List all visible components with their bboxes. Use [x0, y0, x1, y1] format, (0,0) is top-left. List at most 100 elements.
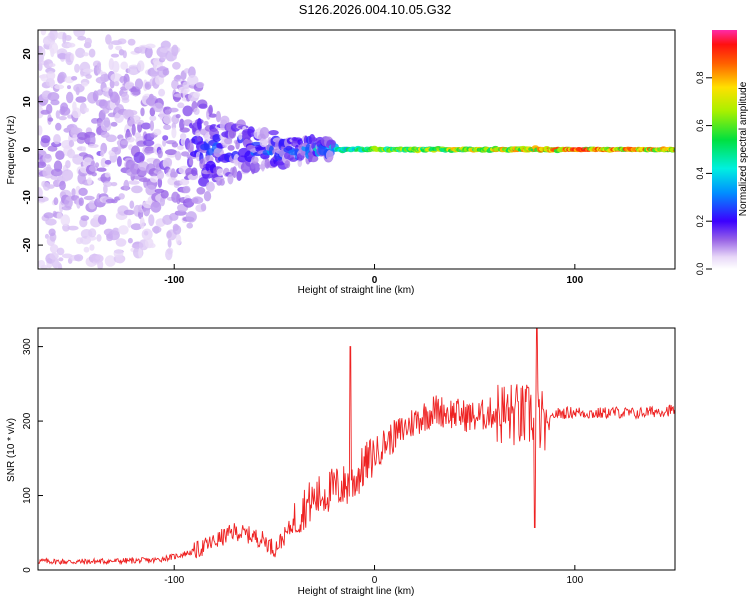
- heatmap-cell: [175, 114, 181, 119]
- heatmap-cell: [53, 197, 59, 206]
- colorbar-label: Normalized spectral amplitude: [738, 81, 749, 216]
- heatmap-cell: [208, 113, 218, 118]
- y-tick-label: 20: [22, 48, 33, 60]
- heatmap-cell: [71, 107, 82, 119]
- heatmap-cell: [59, 106, 71, 116]
- heatmap-cell: [219, 178, 225, 186]
- heatmap-cell: [118, 193, 125, 200]
- heatmap-cell: [46, 71, 56, 81]
- heatmap-cell: [259, 137, 268, 148]
- heatmap-cell: [193, 107, 200, 115]
- heatmap-marks: [38, 30, 675, 269]
- heatmap-cell: [81, 81, 89, 87]
- bottom-x-ticks: -100 0 100: [164, 565, 584, 586]
- heatmap-cell: [83, 246, 90, 253]
- heatmap-cell: [114, 112, 124, 123]
- heatmap-cell: [94, 162, 100, 168]
- heatmap-cell: [149, 115, 157, 122]
- heatmap-cell: [171, 79, 179, 90]
- heatmap-cell: [198, 103, 208, 109]
- heatmap-cell: [91, 172, 97, 177]
- colorbar-tick-label: 0.0: [695, 263, 705, 276]
- heatmap-cell: [152, 226, 162, 234]
- heatmap-cell: [111, 60, 120, 73]
- heatmap-cell: [118, 225, 129, 235]
- heatmap-cell: [83, 195, 95, 201]
- heatmap-cell: [121, 93, 130, 101]
- heatmap-cell: [247, 126, 256, 138]
- heatmap-cell: [160, 196, 165, 207]
- heatmap-cell: [144, 46, 153, 59]
- heatmap-cell: [38, 196, 49, 202]
- heatmap-cell: [168, 107, 179, 113]
- heatmap-cell: [55, 110, 60, 119]
- heatmap-cell: [59, 180, 66, 191]
- top-y-axis-label: Frequency (Hz): [6, 116, 17, 185]
- heatmap-cell: [74, 254, 84, 262]
- heatmap-cell: [158, 88, 166, 97]
- heatmap-cell: [160, 190, 169, 199]
- heatmap-cell: [179, 178, 190, 186]
- heatmap-cell: [49, 30, 58, 41]
- heatmap-cell: [120, 61, 129, 70]
- heatmap-cell: [139, 217, 145, 229]
- x-tick-label: -100: [164, 575, 184, 586]
- top-x-ticks: -100 0 100: [164, 264, 584, 286]
- heatmap-cell: [203, 191, 212, 202]
- snr-marks: [38, 328, 675, 566]
- heatmap-cell: [196, 187, 206, 195]
- heatmap-cell: [172, 61, 181, 70]
- heatmap-cell: [115, 256, 125, 264]
- heatmap-cell: [179, 127, 190, 133]
- heatmap-cell: [174, 151, 182, 161]
- heatmap-cell: [143, 147, 156, 154]
- heatmap-cell: [97, 214, 107, 225]
- heatmap-cell: [110, 53, 120, 58]
- x-tick-label: 100: [566, 275, 583, 286]
- heatmap-cell: [220, 115, 230, 126]
- heatmap-cell: [128, 180, 140, 185]
- heatmap-cell: [77, 36, 87, 41]
- heatmap-cell: [64, 35, 72, 41]
- y-tick-label: 200: [22, 412, 33, 429]
- heatmap-cell: [183, 198, 195, 208]
- heatmap-cell: [156, 170, 165, 180]
- heatmap-cell: [67, 225, 79, 231]
- heatmap-cell: [127, 38, 136, 46]
- heatmap-cell: [70, 53, 75, 62]
- heatmap-cell: [325, 149, 334, 161]
- heatmap-cell: [40, 30, 47, 36]
- heatmap-cell: [167, 238, 172, 248]
- heatmap-cell: [108, 43, 114, 50]
- heatmap-cell: [251, 156, 259, 164]
- heatmap-cell: [58, 116, 67, 121]
- heatmap-cell: [187, 74, 199, 86]
- heatmap-cell: [268, 130, 279, 136]
- heatmap-cell: [284, 160, 291, 169]
- heatmap-cell: [169, 212, 179, 221]
- heatmap-cell: [208, 104, 213, 115]
- heatmap-cell: [195, 81, 205, 89]
- heatmap-cell: [132, 91, 141, 96]
- snr-panel: -100 0 100 0 100 200 300 Height of straight l…: [6, 327, 676, 597]
- heatmap-cell: [141, 228, 153, 241]
- heatmap-cell: [72, 154, 84, 165]
- y-tick-label: 100: [22, 487, 33, 504]
- heatmap-cell: [100, 150, 105, 157]
- heatmap-cell: [111, 227, 120, 236]
- heatmap-cell: [96, 234, 102, 242]
- heatmap-cell: [48, 228, 56, 237]
- heatmap-cell: [191, 196, 204, 204]
- heatmap-cell: [87, 143, 99, 148]
- heatmap-cell: [162, 135, 169, 141]
- heatmap-cell: [105, 134, 117, 143]
- heatmap-cell: [49, 244, 59, 254]
- heatmap-cell: [78, 187, 88, 196]
- heatmap-cell: [62, 32, 67, 44]
- heatmap-cell: [109, 79, 115, 89]
- heatmap-cell: [163, 115, 172, 125]
- heatmap-cell: [170, 168, 176, 181]
- heatmap-cell: [120, 140, 129, 146]
- y-tick-label: 300: [22, 338, 33, 355]
- heatmap-cell: [205, 181, 215, 192]
